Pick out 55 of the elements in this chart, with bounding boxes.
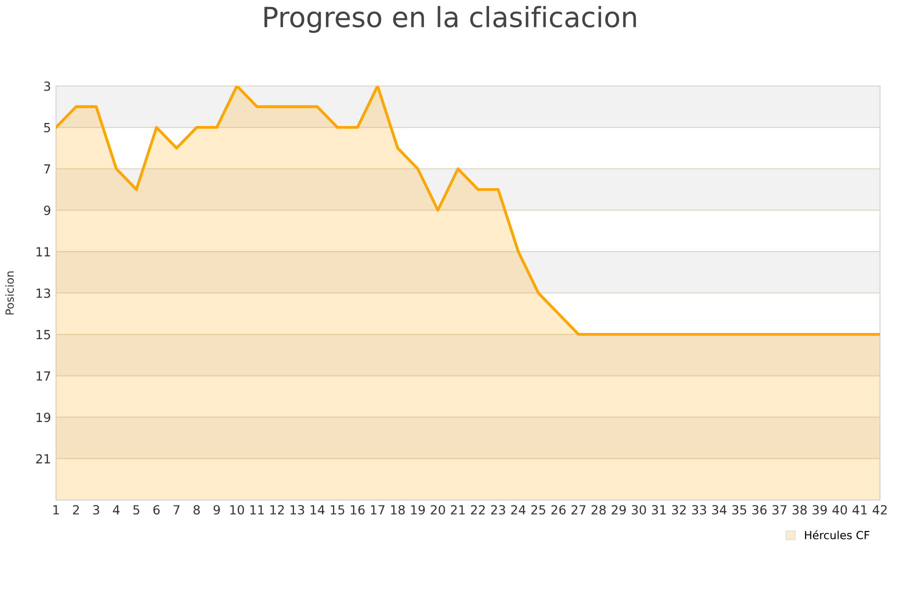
x-tick-label: 15: [330, 505, 344, 515]
y-tick-label: 5: [44, 123, 50, 132]
x-tick-label: 13: [290, 505, 304, 515]
x-tick-label: 39: [812, 505, 827, 515]
x-tick-label: 28: [592, 505, 606, 515]
x-tick-label: 7: [174, 505, 180, 514]
x-tick-label: 36: [752, 505, 767, 515]
x-tick-label: 24: [511, 505, 526, 514]
x-tick-label: 26: [551, 505, 566, 515]
x-tick-label: 22: [471, 505, 485, 514]
y-tick-label: 9: [44, 206, 50, 216]
x-tick-label: 3: [93, 505, 100, 515]
y-tick-label: 11: [36, 247, 50, 256]
x-tick-label: 34: [712, 505, 726, 515]
x-tick-label: 18: [391, 505, 405, 515]
x-tick-label: 4: [112, 505, 120, 514]
y-tick-label: 17: [36, 371, 50, 381]
x-tick-label: 12: [270, 505, 284, 514]
x-tick-label: 8: [194, 505, 200, 515]
y-tick-label: 21: [36, 454, 50, 464]
x-tick-label: 19: [411, 505, 425, 515]
x-tick-label: 35: [732, 505, 746, 515]
x-tick-label: 1: [53, 505, 59, 514]
y-tick-label: 3: [44, 81, 50, 91]
chart-title: Progreso en la clasificacion: [264, 6, 636, 33]
legend-label: Hércules CF: [805, 530, 870, 540]
x-tick-label: 9: [214, 505, 220, 515]
x-tick-label: 2: [73, 505, 79, 514]
x-tick-label: 10: [230, 505, 244, 515]
y-tick-label: 15: [36, 330, 50, 340]
x-tick-label: 17: [370, 505, 384, 514]
x-tick-label: 31: [652, 505, 666, 515]
x-tick-label: 29: [612, 505, 626, 515]
y-tick-label: 13: [36, 288, 50, 298]
x-tick-label: 25: [531, 505, 546, 515]
x-tick-label: 40: [832, 505, 847, 515]
x-tick-label: 41: [852, 505, 867, 514]
x-tick-label: 42: [872, 505, 887, 514]
x-tick-label: 30: [632, 505, 646, 515]
x-tick-label: 32: [672, 505, 686, 515]
x-tick-label: 21: [450, 505, 465, 514]
x-tick-label: 6: [153, 505, 160, 515]
x-tick-label: 27: [572, 505, 586, 514]
x-tick-label: 23: [491, 505, 506, 515]
y-tick-label: 7: [44, 164, 50, 174]
x-tick-label: 33: [692, 505, 706, 515]
y-axis-title: Posicion: [5, 271, 14, 314]
y-tick-label: 19: [36, 412, 50, 422]
x-tick-label: 16: [350, 505, 365, 515]
x-tick-label: 38: [792, 505, 807, 515]
x-tick-label: 14: [310, 505, 325, 514]
x-tick-label: 37: [772, 505, 786, 515]
x-tick-label: 20: [430, 505, 445, 515]
x-tick-label: 5: [133, 505, 140, 515]
x-tick-label: 11: [250, 505, 264, 514]
